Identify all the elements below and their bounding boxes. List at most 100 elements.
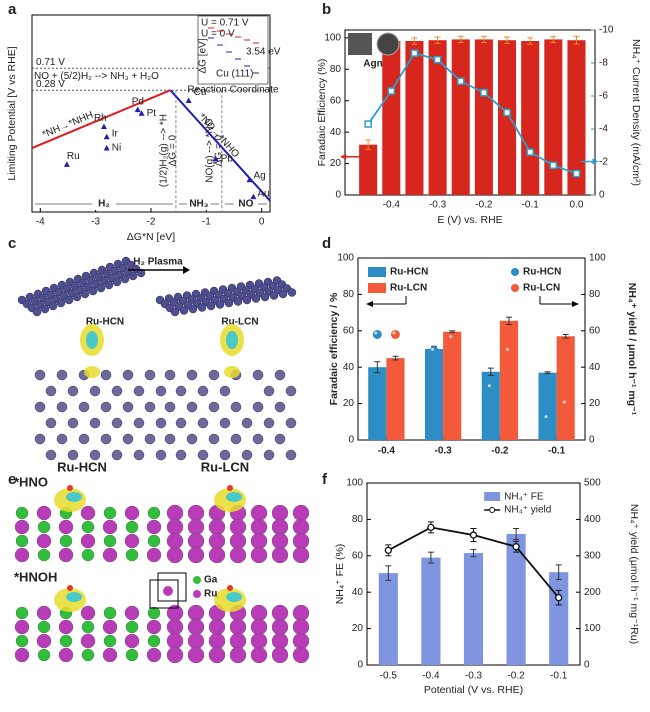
bar [424,349,444,440]
atom [197,449,209,461]
region-label-bg [91,198,116,210]
line-marker [503,108,511,117]
arrow-head [340,153,347,160]
atom [122,369,134,381]
atom [146,519,162,535]
atom [252,369,264,381]
atom [271,518,289,536]
bar [556,336,575,440]
charge-density [224,366,240,378]
atom [164,433,176,445]
atom [72,292,82,302]
atom [111,449,123,461]
atom [14,619,30,635]
unit-cell [157,572,187,602]
reference-label: 0.71 V [36,57,65,68]
atom [58,547,74,563]
x-tick-label: -0.1 [550,671,568,682]
atom [271,546,289,564]
atom [144,369,156,381]
line-marker [410,49,419,57]
atom [187,532,205,550]
atom [15,506,29,520]
x-tick-label: 0.0 [570,200,584,211]
atom [292,504,310,522]
atom [271,646,289,664]
yield-point [447,333,457,343]
atom [144,401,156,413]
atom [250,618,268,636]
atom [164,401,176,413]
atom [292,632,310,650]
y2-tick-label: 200 [584,587,601,598]
atom [229,618,247,636]
atom [287,288,297,297]
atom [175,449,187,461]
atom [80,605,96,621]
atom [250,518,268,536]
y2-axis-label: NH₄⁺ Current Density (mA/cm²) [630,39,642,186]
charge-density [226,331,238,349]
data-point [212,155,219,162]
y2-tick-label: -4 [599,124,608,135]
atom [67,585,73,591]
vertical-note: ΔG = 0 [213,134,224,166]
line-marker [572,169,581,178]
atom [125,648,139,662]
atom [155,385,167,397]
atom [292,532,310,550]
inset-barrier: 3.54 eV [246,47,281,58]
y2-tick-label: 100 [589,253,606,264]
panel-letter: c [8,235,16,252]
atom [166,604,184,622]
atom [263,449,275,461]
yield-point [543,413,553,423]
point-label: Ni [112,143,121,154]
region-label-bg [233,198,258,210]
atom [263,385,275,397]
arrow-head [592,158,599,165]
point-label: Ru [67,151,80,162]
legend-label: Ga [204,575,218,586]
legend-swatch [489,507,496,513]
legend-swatch [368,267,386,277]
line-marker [387,87,396,95]
x-tick-label: -0.1 [548,446,566,457]
line-marker [512,543,520,551]
atom [292,546,310,564]
point-label: Ir [112,128,119,139]
y2-axis-label: NH₄⁺ yield (μmol h⁻¹ mg⁻¹Ru) [628,504,640,644]
y-axis-label: Limiting Potential [V vs RHE] [6,46,18,180]
point-shine [505,347,509,351]
atom [78,433,90,445]
atom [15,634,29,648]
atom [187,504,205,522]
atom [103,634,117,648]
atom [64,295,74,305]
atom [37,648,51,662]
line-marker [526,148,534,156]
atom [155,417,167,429]
y2-tick-label: 20 [589,398,601,409]
atom [147,506,161,520]
legend-swatch [511,284,519,292]
y2-axis-label: NH₄⁺ yield / μmol h⁻¹ mg⁻¹ [626,283,638,416]
panel-letter: b [322,1,331,18]
y-tick-label: 20 [330,158,342,169]
bar [567,40,586,195]
equation: NO + (5/2)H₂ --> NH₃ + H₂O [34,71,159,82]
atom [170,307,180,317]
line-marker [384,546,392,554]
atom [292,604,310,622]
legend-swatch [368,283,386,293]
region-label: NO [238,199,253,210]
atom [147,634,161,648]
atom [208,433,220,445]
structure-label: Ru-LCN [201,459,249,474]
y2-tick-label: 400 [584,514,601,525]
x-tick-label: -0.3 [435,446,453,457]
bar [421,557,441,665]
point-label: Ag [254,170,266,181]
atom [37,520,51,534]
atom [229,546,247,564]
